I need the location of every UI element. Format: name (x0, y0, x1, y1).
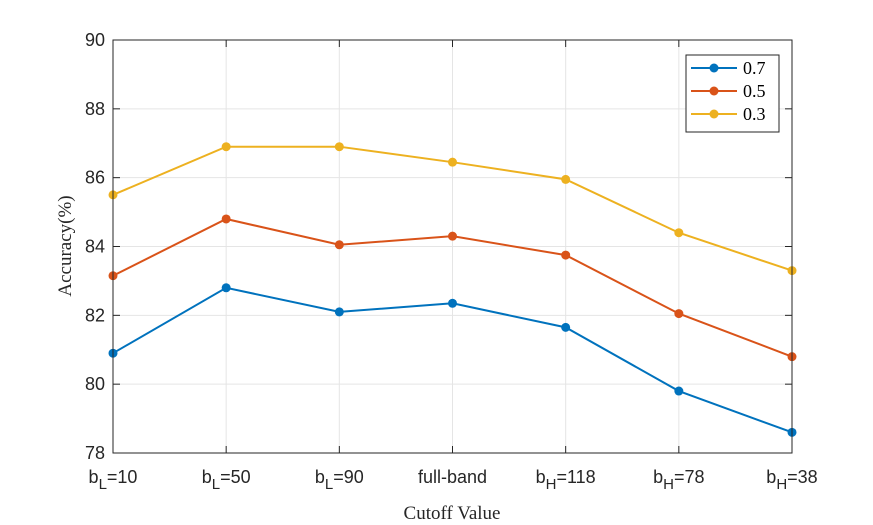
x-tick-label: bH=118 (536, 467, 596, 493)
data-point (448, 157, 457, 167)
data-point (334, 240, 344, 250)
data-point (334, 142, 344, 152)
x-tick-label: bL=50 (202, 467, 251, 493)
data-point (561, 174, 571, 184)
data-point (221, 283, 231, 293)
legend-label: 0.3 (743, 104, 766, 124)
legend-marker (709, 63, 719, 73)
x-tick-label: full-band (418, 467, 487, 487)
x-tick-label: bH=38 (766, 467, 817, 493)
legend-marker (709, 86, 719, 96)
y-axis-ticks: 78 80 82 84 86 88 90 (85, 30, 792, 463)
data-point (448, 298, 457, 308)
y-tick-label: 80 (85, 374, 105, 394)
x-tick-label: bH=78 (653, 467, 704, 493)
data-point (334, 307, 344, 317)
data-point (674, 228, 684, 238)
data-point (561, 250, 571, 260)
series-0-5 (108, 214, 797, 362)
x-axis-label: Cutoff Value (404, 503, 501, 524)
data-point (221, 214, 231, 224)
y-tick-label: 88 (85, 99, 105, 119)
y-tick-label: 82 (85, 305, 105, 325)
y-tick-label: 78 (85, 443, 105, 463)
y-axis-label: Accuracy(%) (55, 195, 76, 296)
legend-marker (709, 109, 719, 119)
y-tick-label: 86 (85, 168, 105, 188)
data-point (221, 142, 231, 152)
legend: 0.7 0.5 0.3 (685, 54, 780, 133)
data-point (674, 386, 684, 396)
y-tick-label: 84 (85, 237, 105, 257)
legend-label: 0.7 (743, 58, 766, 78)
y-tick-label: 90 (85, 30, 105, 50)
data-point (674, 309, 684, 319)
legend-label: 0.5 (743, 81, 766, 101)
grid (113, 40, 792, 453)
data-point (561, 322, 571, 332)
x-tick-label: bL=90 (315, 467, 364, 493)
x-tick-label: bL=10 (89, 467, 138, 493)
series-layer (108, 142, 797, 437)
x-axis-ticks: bL=10 bL=50 bL=90 full-band bH=118 bH=78 bH=38 (89, 40, 818, 493)
data-point (448, 231, 457, 241)
series-0-7 (108, 283, 797, 437)
